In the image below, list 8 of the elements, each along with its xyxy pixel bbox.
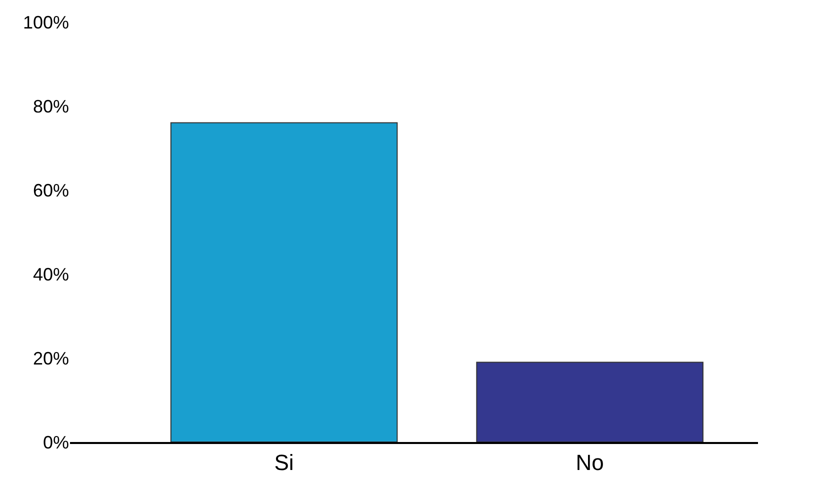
y-tick-label: 100%	[22, 12, 69, 32]
x-tick-label: No	[576, 450, 604, 476]
y-tick-label: 40%	[32, 264, 69, 284]
y-tick-label: 0%	[42, 432, 69, 452]
x-tick-label: Si	[274, 450, 294, 476]
y-tick-label: 20%	[32, 348, 69, 368]
y-tick-label: 60%	[32, 180, 69, 200]
y-tick-label: 80%	[32, 96, 69, 116]
